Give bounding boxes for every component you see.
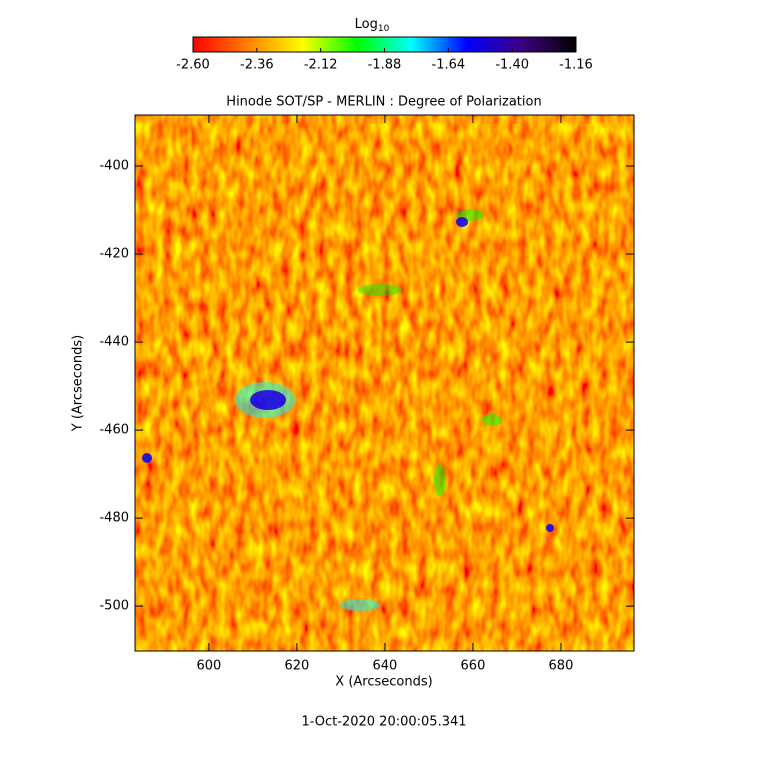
- colorbar-tick-label: -2.60: [176, 58, 210, 73]
- y-axis-label: Y (Arcseconds): [71, 335, 86, 432]
- x-tick-label: 600: [197, 659, 222, 674]
- colorbar-label-sub: 10: [378, 24, 390, 34]
- y-tick-label: -460: [99, 423, 129, 438]
- x-tick-label: 640: [373, 659, 398, 674]
- y-tick-label: -480: [99, 511, 129, 526]
- colorbar-label: Log10: [355, 17, 390, 34]
- y-tick-label: -400: [99, 159, 129, 174]
- colorbar-tick-label: -1.40: [495, 58, 529, 73]
- colorbar-tick-label: -2.36: [240, 58, 274, 73]
- colorbar-tick-label: -1.64: [432, 58, 466, 73]
- x-tick-label: 660: [461, 659, 486, 674]
- colorbar-tick-label: -2.12: [304, 58, 338, 73]
- polarization-map: [135, 115, 634, 651]
- chart-title: Hinode SOT/SP - MERLIN : Degree of Polar…: [226, 95, 541, 110]
- x-axis-label: X (Arcseconds): [335, 675, 432, 690]
- colorbar-tick-label: -1.16: [559, 58, 593, 73]
- y-tick-label: -500: [99, 599, 129, 614]
- x-tick-label: 620: [285, 659, 310, 674]
- colorbar-label-text: Log: [355, 17, 378, 32]
- footer-timestamp: 1-Oct-2020 20:00:05.341: [301, 715, 466, 730]
- x-tick-label: 680: [549, 659, 574, 674]
- colorbar-tick-label: -1.88: [368, 58, 402, 73]
- y-tick-label: -440: [99, 335, 129, 350]
- active-patches: [142, 209, 554, 611]
- y-tick-label: -420: [99, 247, 129, 262]
